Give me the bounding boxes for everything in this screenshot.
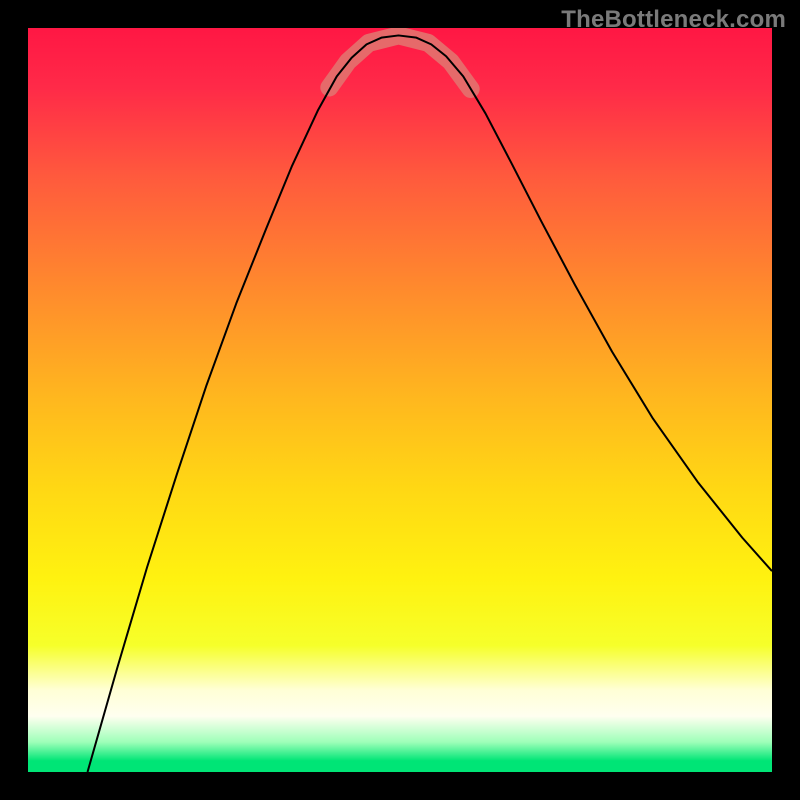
chart-svg: [28, 28, 772, 772]
chart-area: [28, 28, 772, 772]
bottleneck-highlight: [329, 35, 470, 89]
watermark-text: TheBottleneck.com: [561, 6, 786, 34]
bottleneck-curve: [88, 35, 772, 772]
